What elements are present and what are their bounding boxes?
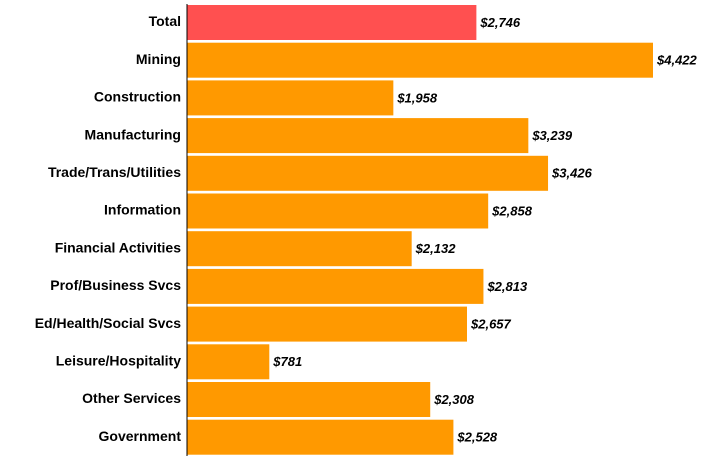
category-label: Ed/Health/Social Svcs [35,315,181,331]
value-label: $2,813 [486,279,528,294]
category-label: Leisure/Hospitality [56,353,181,369]
category-label: Construction [94,89,181,105]
bar [187,118,529,154]
value-label: $3,426 [551,166,593,181]
value-label: $781 [272,354,302,369]
category-label: Prof/Business Svcs [50,277,181,293]
bar [187,80,394,116]
category-label: Financial Activities [55,239,182,255]
category-label: Mining [136,51,181,67]
value-label: $2,858 [491,203,533,218]
category-label: Government [99,428,182,444]
bar [187,5,477,40]
bar [187,193,489,229]
value-label: $2,657 [470,317,512,332]
category-label: Manufacturing [85,126,181,142]
category-label: Total [149,13,181,29]
bar [187,155,549,191]
value-label: $2,308 [433,392,475,407]
value-label: $4,422 [656,53,698,68]
bar [187,268,484,304]
bar [187,344,270,380]
bar [187,231,412,267]
value-label: $3,239 [531,128,573,143]
category-label: Information [104,202,181,218]
value-label: $1,958 [396,90,438,105]
bar [187,419,454,455]
value-label: $2,132 [415,241,457,256]
bar [187,42,653,78]
category-label: Other Services [82,390,181,406]
value-label: $2,528 [456,430,498,445]
bar [187,306,468,342]
category-label: Trade/Trans/Utilities [48,164,181,180]
value-label: $2,746 [479,15,521,30]
bar [187,382,431,417]
